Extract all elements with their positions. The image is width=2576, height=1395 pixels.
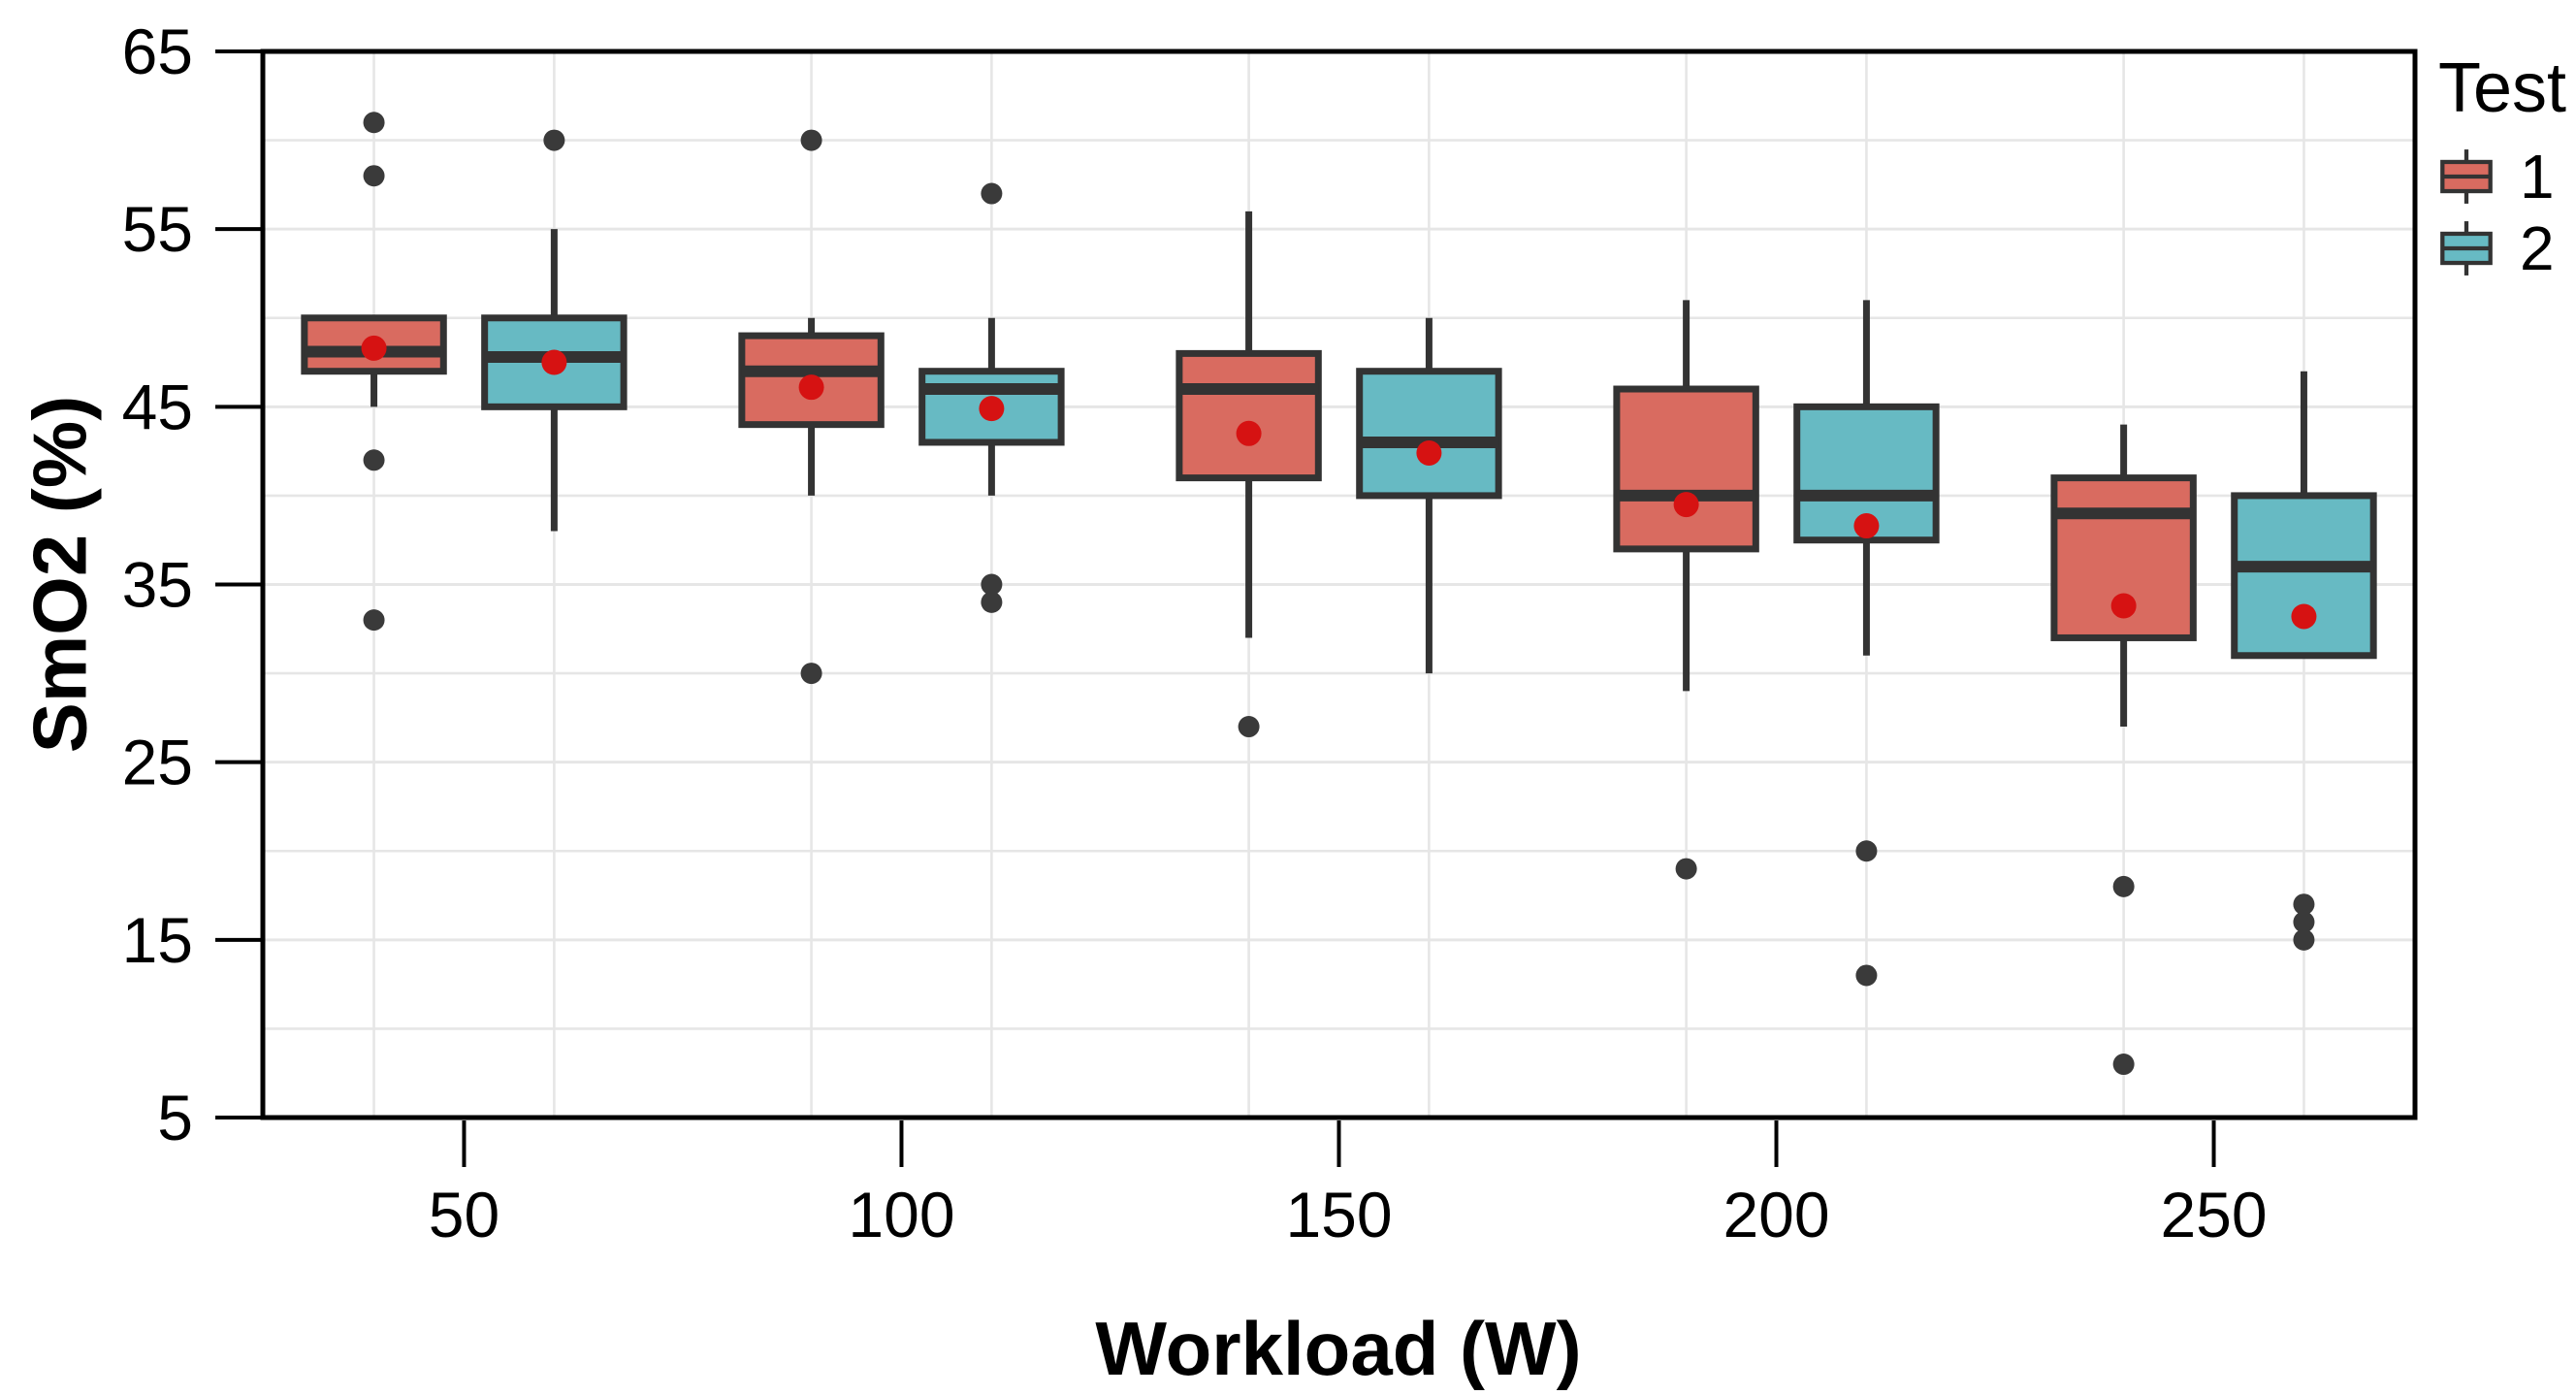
outlier-point [981, 182, 1003, 205]
mean-point [541, 349, 567, 375]
mean-point [1416, 439, 1442, 466]
outlier-point [800, 663, 822, 685]
mean-point [2291, 603, 2317, 630]
outlier-point [363, 609, 385, 632]
outlier-point [2293, 893, 2315, 916]
y-tick-label: 45 [122, 371, 193, 442]
boxplot-group-test1-100w [738, 129, 885, 685]
mean-point [1673, 492, 1699, 518]
outlier-point [2112, 1054, 2135, 1076]
outlier-point [1675, 858, 1697, 880]
boxplot-group-test2-50w [481, 129, 628, 532]
outlier-point [543, 129, 565, 151]
boxplot-key-icon [2440, 221, 2493, 276]
boxplot-group-test2-200w [1793, 300, 1940, 987]
mean-point [979, 396, 1005, 422]
legend-item-test-1: 1 [2434, 146, 2566, 208]
outlier-point [1855, 840, 1878, 862]
y-tick-label: 35 [122, 549, 193, 621]
boxplot-group-test1-200w [1613, 300, 1759, 880]
legend-label-1: 1 [2520, 142, 2555, 212]
y-tick-label: 15 [122, 904, 193, 976]
mean-point [1853, 513, 1880, 539]
outlier-point [981, 573, 1003, 596]
boxplot-group-test2-250w [2231, 371, 2377, 951]
boxplot-group-test1-250w [2050, 424, 2197, 1076]
outlier-point [1855, 964, 1878, 987]
mean-point [1236, 420, 1262, 446]
mean-point [2110, 593, 2137, 619]
legend-item-test-2: 2 [2434, 217, 2566, 279]
y-tick-label: 65 [122, 16, 193, 87]
x-tick-label: 200 [1723, 1179, 1829, 1250]
panel-border [260, 49, 2418, 1120]
y-tick-label: 55 [122, 193, 193, 265]
x-tick-label: 100 [848, 1179, 954, 1250]
boxplot-group-test2-100w [918, 182, 1065, 613]
boxplot-group-test1-50w [301, 112, 447, 632]
box [1175, 349, 1322, 482]
mean-point [361, 335, 387, 361]
outlier-point [1238, 716, 1260, 738]
y-tick-label: 5 [157, 1082, 193, 1153]
x-tick-label: 150 [1285, 1179, 1392, 1250]
x-tick-label: 50 [429, 1179, 499, 1250]
y-tick-label: 25 [122, 727, 193, 798]
box [2231, 492, 2377, 660]
outlier-point [981, 591, 1003, 613]
x-axis-title: Workload (W) [1095, 1306, 1582, 1391]
outlier-point [800, 129, 822, 151]
legend-label-2: 2 [2520, 213, 2555, 284]
legend-title: Test [2438, 49, 2567, 127]
outlier-point [2293, 928, 2315, 951]
y-axis-title: SmO2 (%) [16, 395, 103, 754]
outlier-point [363, 165, 385, 187]
boxplot-group-test2-150w [1356, 317, 1502, 674]
outlier-point [2112, 875, 2135, 897]
outlier-point [2293, 911, 2315, 933]
legend: Test 1 2 [2434, 49, 2567, 284]
outlier-point [363, 112, 385, 134]
boxplot-key-icon [2440, 149, 2493, 205]
box [1356, 368, 1502, 500]
box [918, 368, 1065, 446]
mean-point [798, 374, 824, 401]
box [1613, 385, 1759, 553]
outlier-point [363, 449, 385, 471]
boxplot-group-test1-150w [1175, 211, 1322, 738]
x-tick-label: 250 [2160, 1179, 2267, 1250]
